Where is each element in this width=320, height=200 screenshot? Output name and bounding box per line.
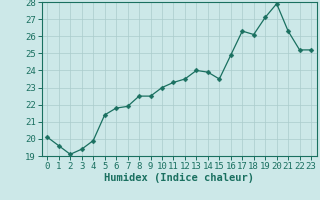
X-axis label: Humidex (Indice chaleur): Humidex (Indice chaleur) <box>104 173 254 183</box>
